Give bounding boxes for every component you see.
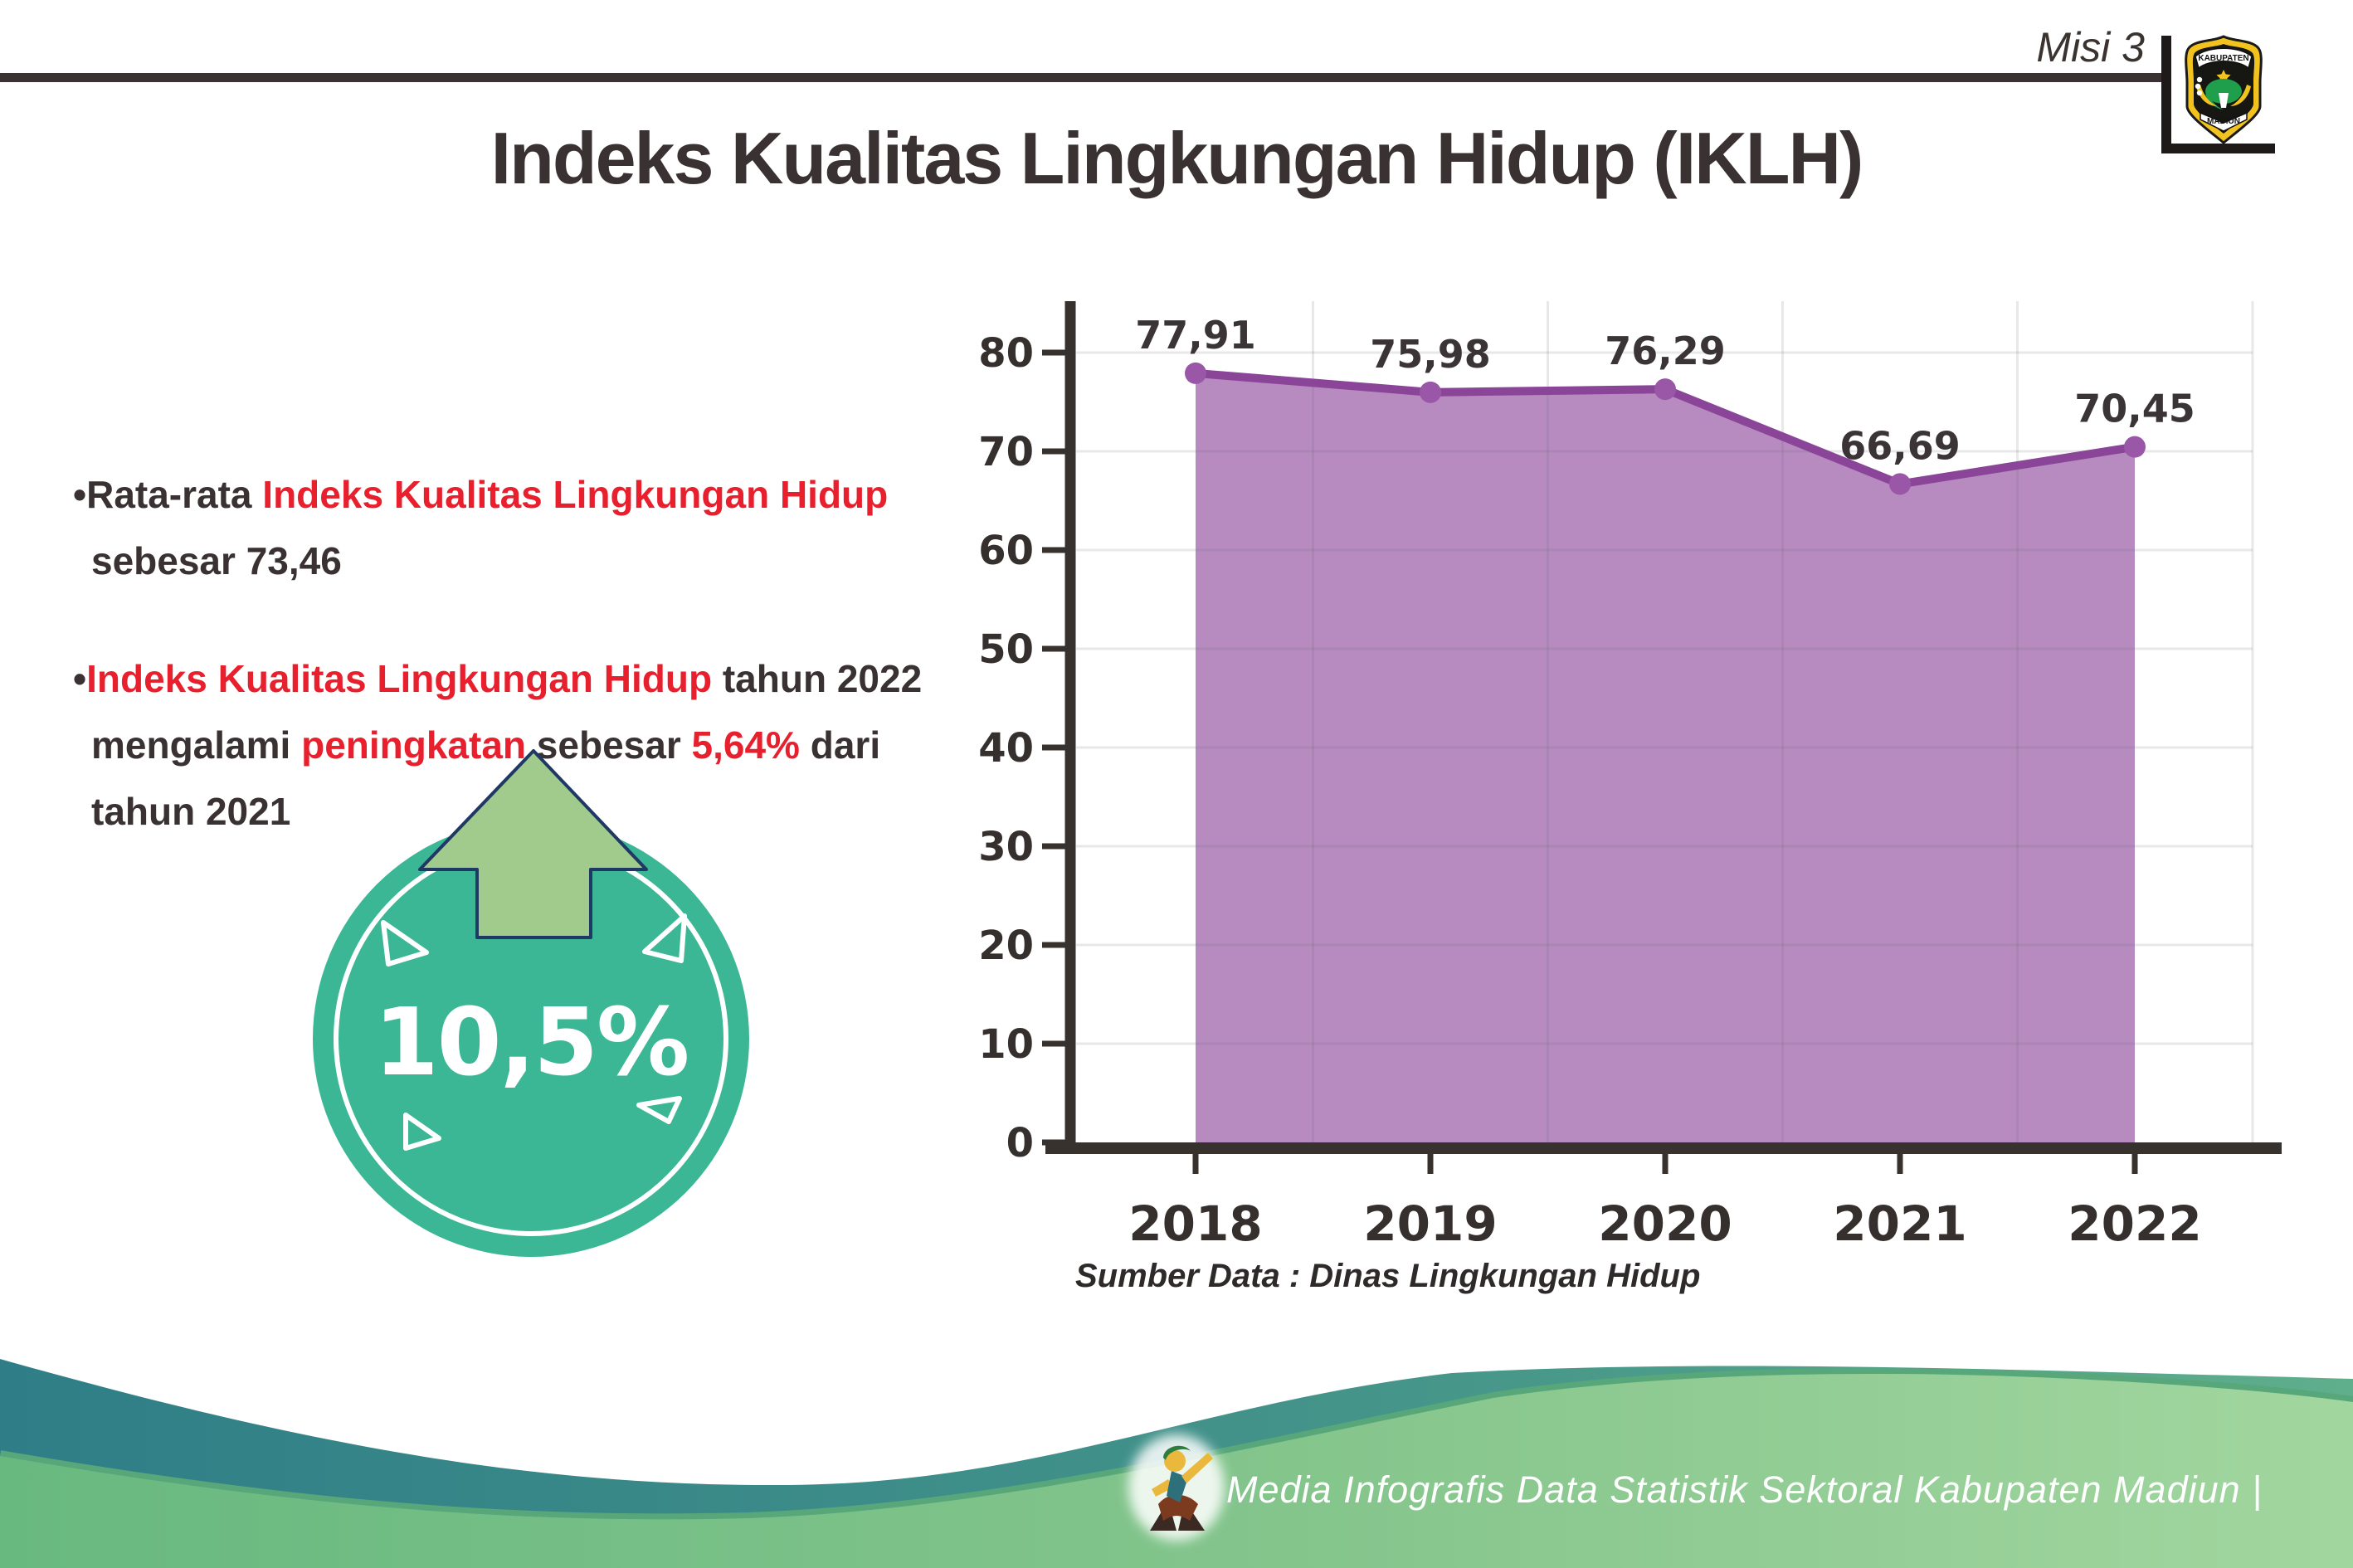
header-rule xyxy=(0,73,2166,82)
y-tick xyxy=(1042,645,1065,652)
bullet-item-increase: •Indeks Kualitas Lingkungan Hidup tahun … xyxy=(73,645,969,845)
x-tick xyxy=(1897,1154,1903,1174)
bullet-text-highlight: Indeks Kualitas Lingkungan Hidup xyxy=(262,473,889,516)
x-tick xyxy=(1192,1154,1199,1174)
y-tick xyxy=(1042,349,1065,356)
data-label: 77,91 xyxy=(1135,313,1256,358)
y-tick-label: 0 xyxy=(1006,1120,1034,1166)
data-point xyxy=(2124,436,2146,458)
up-arrow-icon xyxy=(418,749,648,939)
bullet-text: dari xyxy=(799,723,881,767)
y-tick xyxy=(1042,1040,1065,1047)
bullet-line: •Rata-rata Indeks Kualitas Lingkungan Hi… xyxy=(73,461,969,528)
y-tick xyxy=(1042,843,1065,850)
y-tick xyxy=(1042,942,1065,948)
y-tick xyxy=(1042,448,1065,455)
footer-credit: Media Infografis Data Statistik Sektoral… xyxy=(1226,1468,2263,1511)
x-tick xyxy=(1427,1154,1434,1174)
x-tick-label: 2021 xyxy=(1833,1195,1966,1252)
data-label: 75,98 xyxy=(1370,332,1491,377)
data-label: 66,69 xyxy=(1839,423,1961,468)
sparkle-triangle-icon xyxy=(381,920,429,967)
bullet-item-average: •Rata-rata Indeks Kualitas Lingkungan Hi… xyxy=(73,461,969,594)
y-tick-label: 20 xyxy=(978,923,1034,969)
x-axis xyxy=(1045,1142,2282,1154)
data-point xyxy=(1420,381,1441,403)
bullet-list: •Rata-rata Indeks Kualitas Lingkungan Hi… xyxy=(73,461,969,896)
y-tick-label: 40 xyxy=(978,725,1034,772)
data-point xyxy=(1889,473,1911,495)
bullet-text-highlight: peningkatan xyxy=(301,723,527,767)
x-tick-label: 2018 xyxy=(1128,1195,1262,1252)
bullet-text: •Rata-rata xyxy=(73,473,263,516)
crest-frame-horizontal xyxy=(2161,144,2275,153)
increase-badge: 10,5% xyxy=(313,749,749,1257)
kabupaten-madiun-crest-icon: KABUPATEN MADIUN xyxy=(2185,35,2263,144)
misi-label: Misi 3 xyxy=(2036,24,2145,71)
data-point xyxy=(1654,378,1676,401)
bullet-text: mengalami xyxy=(91,723,302,767)
y-tick-label: 60 xyxy=(978,528,1034,574)
x-tick-label: 2019 xyxy=(1363,1195,1497,1252)
bullet-line: •Indeks Kualitas Lingkungan Hidup tahun … xyxy=(73,645,969,712)
data-point xyxy=(1185,362,1206,384)
y-tick xyxy=(1042,1139,1065,1146)
x-tick-label: 2020 xyxy=(1598,1195,1732,1252)
bullet-text: tahun 2022 xyxy=(712,657,923,700)
bullet-text-highlight: Indeks Kualitas Lingkungan Hidup xyxy=(86,657,713,700)
sparkle-triangle-icon xyxy=(642,913,687,963)
source-note: Sumber Data : Dinas Lingkungan Hidup xyxy=(1075,1258,1701,1294)
sparkle-triangle-icon xyxy=(636,1096,682,1124)
crest-tree-icon xyxy=(2205,79,2242,104)
iklh-area-chart: 0 10 20 30 40 50 60 70 80 2018 2019 2020 2021 2022 77,… xyxy=(978,301,2282,1252)
y-tick xyxy=(1042,547,1065,553)
badge-value: 10,5% xyxy=(374,989,689,1097)
sparkle-triangle-icon xyxy=(403,1113,441,1151)
bullet-line: sebesar 73,46 xyxy=(73,528,969,594)
y-axis xyxy=(1064,301,1076,1154)
bullet-text: sebesar 73,46 xyxy=(91,539,342,582)
y-tick-label: 70 xyxy=(978,429,1034,475)
bullet-text: tahun 2021 xyxy=(91,790,291,833)
badge-circle xyxy=(313,821,749,1257)
area-fill xyxy=(1196,373,2135,1143)
x-tick-label: 2022 xyxy=(2068,1195,2201,1252)
crest-bottom-banner xyxy=(2200,111,2248,132)
crest-frame-vertical xyxy=(2161,36,2171,153)
mascot-icon xyxy=(1128,1434,1225,1541)
bullet-line: tahun 2021 xyxy=(73,778,969,845)
bullet-text: • xyxy=(73,657,87,700)
x-tick xyxy=(2131,1154,2138,1174)
footer-wave xyxy=(0,1359,2353,1568)
bullet-text: sebesar xyxy=(526,723,692,767)
y-tick-label: 80 xyxy=(978,330,1034,377)
y-tick-label: 50 xyxy=(978,626,1034,673)
crest-top-text: KABUPATEN xyxy=(2198,54,2248,63)
page-title: Indeks Kualitas Lingkungan Hidup (IKLH) xyxy=(490,117,1864,199)
data-label: 70,45 xyxy=(2074,387,2195,431)
y-tick xyxy=(1042,744,1065,751)
y-tick-label: 30 xyxy=(978,824,1034,870)
bullet-text-highlight: 5,64% xyxy=(691,723,800,767)
crest-bottom-text: MADIUN xyxy=(2207,117,2240,126)
crest-top-banner xyxy=(2195,47,2253,70)
data-label: 76,29 xyxy=(1605,329,1726,373)
y-tick-label: 10 xyxy=(978,1021,1034,1068)
bullet-line: mengalami peningkatan sebesar 5,64% dari xyxy=(73,712,969,778)
x-tick xyxy=(1662,1154,1669,1174)
